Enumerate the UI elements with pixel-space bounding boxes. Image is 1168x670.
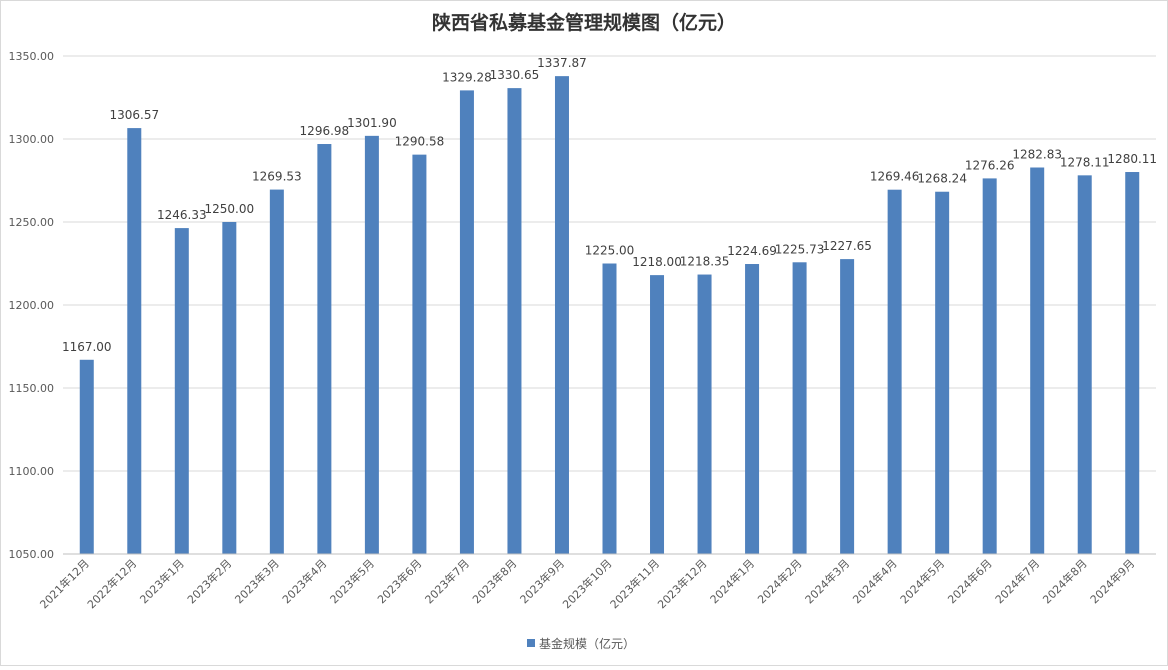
bar bbox=[1125, 172, 1140, 554]
data-label: 1250.00 bbox=[205, 202, 255, 216]
data-label: 1269.46 bbox=[870, 170, 920, 184]
x-tick-label: 2024年5月 bbox=[897, 556, 947, 606]
bar bbox=[127, 128, 142, 554]
legend-swatch bbox=[527, 639, 535, 647]
data-label: 1218.00 bbox=[632, 255, 682, 269]
bar bbox=[222, 222, 237, 554]
data-label: 1329.28 bbox=[442, 70, 492, 84]
x-tick-label: 2023年3月 bbox=[232, 556, 282, 606]
bar bbox=[650, 275, 665, 554]
chart-title: 陕西省私募基金管理规模图（亿元） bbox=[432, 11, 736, 34]
x-tick-label: 2024年7月 bbox=[992, 556, 1042, 606]
x-tick-label: 2024年6月 bbox=[945, 556, 995, 606]
x-tick-label: 2023年4月 bbox=[279, 556, 329, 606]
data-label: 1218.35 bbox=[680, 255, 730, 269]
data-label: 1276.26 bbox=[965, 158, 1015, 172]
y-tick-label: 1200.00 bbox=[9, 299, 55, 312]
x-tick-label: 2023年10月 bbox=[559, 556, 614, 611]
x-tick-label: 2024年1月 bbox=[707, 556, 757, 606]
y-axis-ticks: 1050.00 1100.00 1150.00 1200.00 1250.00 1300.… bbox=[9, 50, 55, 561]
bar bbox=[887, 189, 902, 554]
bar bbox=[412, 154, 427, 554]
x-tick-label: 2024年3月 bbox=[802, 556, 852, 606]
data-label: 1225.00 bbox=[585, 244, 635, 258]
x-tick-label: 2023年5月 bbox=[327, 556, 377, 606]
bar bbox=[602, 263, 617, 554]
data-label: 1269.53 bbox=[252, 170, 302, 184]
y-tick-label: 1050.00 bbox=[9, 548, 55, 561]
y-tick-label: 1350.00 bbox=[9, 50, 55, 63]
data-label: 1227.65 bbox=[822, 239, 872, 253]
bar bbox=[1077, 175, 1092, 554]
data-label: 1278.11 bbox=[1060, 155, 1110, 169]
bar bbox=[507, 88, 522, 554]
bar bbox=[174, 228, 189, 554]
data-label: 1282.83 bbox=[1012, 148, 1062, 162]
x-tick-label: 2024年4月 bbox=[850, 556, 900, 606]
data-label: 1306.57 bbox=[109, 108, 159, 122]
legend: 基金规模（亿元） bbox=[527, 636, 635, 651]
bar bbox=[697, 274, 712, 554]
data-label: 1337.87 bbox=[537, 56, 587, 70]
x-axis-ticks: 2021年12月2022年12月2023年1月2023年2月2023年3月202… bbox=[37, 556, 1138, 611]
data-label: 1296.98 bbox=[300, 124, 350, 138]
bar bbox=[745, 264, 760, 554]
data-label: 1224.69 bbox=[727, 244, 777, 258]
bar bbox=[1030, 167, 1045, 554]
x-tick-label: 2024年8月 bbox=[1040, 556, 1090, 606]
x-tick-label: 2023年1月 bbox=[137, 556, 187, 606]
bar bbox=[317, 144, 332, 555]
x-tick-label: 2024年2月 bbox=[755, 556, 805, 606]
bar bbox=[840, 259, 855, 554]
legend-label: 基金规模（亿元） bbox=[539, 636, 635, 651]
y-tick-label: 1300.00 bbox=[9, 133, 55, 146]
x-tick-label: 2023年12月 bbox=[655, 556, 710, 611]
data-label: 1268.24 bbox=[917, 172, 967, 186]
bar bbox=[935, 191, 950, 554]
x-tick-label: 2023年2月 bbox=[184, 556, 234, 606]
bar bbox=[459, 90, 474, 554]
bars bbox=[79, 76, 1140, 555]
bar bbox=[79, 359, 94, 554]
bar bbox=[269, 189, 284, 554]
data-label: 1167.00 bbox=[62, 340, 112, 354]
y-tick-label: 1250.00 bbox=[9, 216, 55, 229]
x-tick-label: 2023年9月 bbox=[517, 556, 567, 606]
y-tick-label: 1150.00 bbox=[9, 382, 55, 395]
data-label: 1290.58 bbox=[395, 135, 445, 149]
bar bbox=[554, 76, 569, 554]
x-tick-label: 2023年7月 bbox=[422, 556, 472, 606]
bar bbox=[364, 135, 379, 554]
x-tick-label: 2023年6月 bbox=[374, 556, 424, 606]
bar bbox=[792, 262, 807, 554]
x-tick-label: 2021年12月 bbox=[37, 556, 92, 611]
data-label: 1246.33 bbox=[157, 208, 207, 222]
bar bbox=[982, 178, 997, 555]
data-label: 1225.73 bbox=[775, 242, 825, 256]
data-label: 1280.11 bbox=[1107, 152, 1157, 166]
x-tick-label: 2023年8月 bbox=[469, 556, 519, 606]
x-tick-label: 2023年11月 bbox=[607, 556, 662, 611]
y-tick-label: 1100.00 bbox=[9, 465, 55, 478]
x-tick-label: 2022年12月 bbox=[84, 556, 139, 611]
data-label: 1301.90 bbox=[347, 116, 397, 130]
x-tick-label: 2024年9月 bbox=[1087, 556, 1137, 606]
data-label: 1330.65 bbox=[490, 68, 540, 82]
